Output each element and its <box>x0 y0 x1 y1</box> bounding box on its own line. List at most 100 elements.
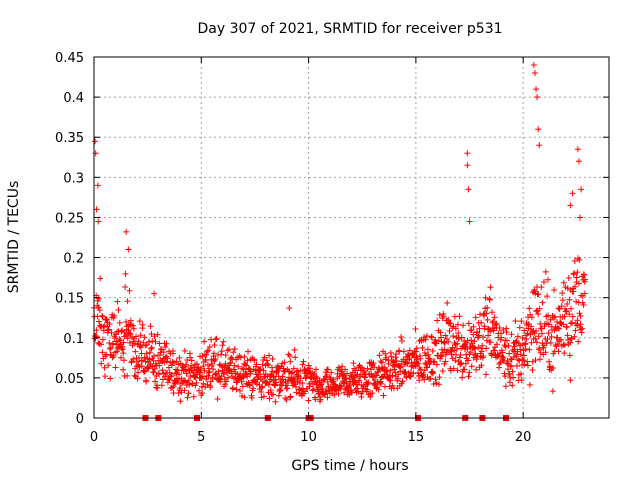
data-point <box>197 369 204 376</box>
data-point <box>101 322 108 329</box>
data-point <box>231 362 238 369</box>
data-point <box>326 374 333 381</box>
data-point <box>95 304 102 311</box>
data-point <box>105 362 112 369</box>
data-point <box>518 377 525 384</box>
data-point <box>412 326 419 333</box>
data-point <box>535 291 542 298</box>
data-point <box>198 374 205 381</box>
data-point <box>446 327 453 334</box>
data-point <box>342 366 349 373</box>
data-point <box>139 321 146 328</box>
data-point <box>116 319 123 326</box>
data-point <box>430 359 437 366</box>
data-point <box>577 214 584 221</box>
data-point <box>229 384 236 391</box>
data-point <box>133 358 140 365</box>
data-point <box>528 339 535 346</box>
data-point <box>517 371 524 378</box>
data-point <box>352 367 359 374</box>
data-point <box>134 375 141 382</box>
data-point <box>130 356 137 363</box>
data-point <box>519 356 526 363</box>
data-point <box>205 347 212 354</box>
axes-ticks: 0 0.05 0.1 0.15 0.2 0.25 0.3 0.35 0.4 0.45 0 5 10 15 2… <box>55 51 609 445</box>
data-point <box>393 351 400 358</box>
data-point <box>243 362 250 369</box>
data-point <box>417 366 424 373</box>
data-point <box>210 350 217 357</box>
data-point <box>106 340 113 347</box>
data-point <box>548 333 555 340</box>
data-point <box>398 333 405 340</box>
data-point <box>567 339 574 346</box>
data-point <box>506 350 513 357</box>
data-point <box>118 328 125 335</box>
data-point <box>233 386 240 393</box>
data-point <box>547 364 554 371</box>
data-point <box>233 379 240 386</box>
data-point <box>554 319 561 326</box>
data-point <box>389 372 396 379</box>
data-point <box>563 324 570 331</box>
data-point <box>188 362 195 369</box>
data-point <box>502 383 509 390</box>
data-point <box>531 70 538 77</box>
data-point <box>458 334 465 341</box>
data-point <box>305 397 312 404</box>
data-point <box>508 362 515 369</box>
data-point <box>272 398 279 405</box>
data-point <box>424 346 431 353</box>
data-point <box>245 348 252 355</box>
data-point <box>204 348 211 355</box>
data-point <box>537 325 544 332</box>
data-point <box>442 358 449 365</box>
data-point <box>465 320 472 327</box>
data-point <box>518 318 525 325</box>
data-point <box>160 349 167 356</box>
data-point <box>492 322 499 329</box>
data-point <box>309 387 316 394</box>
data-point <box>532 357 539 364</box>
data-point <box>505 342 512 349</box>
data-point <box>549 388 556 395</box>
data-point <box>439 368 446 375</box>
data-point <box>520 352 527 359</box>
data-point <box>148 331 155 338</box>
x-tick-label: 20 <box>515 430 532 445</box>
data-point <box>141 368 148 375</box>
y-tick-label: 0.45 <box>55 51 84 66</box>
data-point <box>199 390 206 397</box>
data-point <box>489 309 496 316</box>
data-point <box>388 353 395 360</box>
x-tick-label: 0 <box>90 430 98 445</box>
data-point <box>248 394 255 401</box>
data-point <box>544 293 551 300</box>
data-point <box>559 297 566 304</box>
data-point <box>272 379 279 386</box>
data-point <box>135 369 142 376</box>
data-point <box>239 383 246 390</box>
data-point <box>480 353 487 360</box>
data-point <box>512 317 519 324</box>
data-point <box>457 359 464 366</box>
data-point <box>442 332 449 339</box>
data-point <box>377 358 384 365</box>
data-point <box>403 374 410 381</box>
data-point <box>433 361 440 368</box>
data-point <box>560 279 567 286</box>
data-point <box>445 338 452 345</box>
data-point <box>132 348 139 355</box>
data-point <box>569 190 576 197</box>
data-point <box>575 280 582 287</box>
data-point <box>151 333 158 340</box>
data-point <box>394 375 401 382</box>
data-point <box>427 375 434 382</box>
y-tick-label: 0.4 <box>63 91 84 106</box>
data-point <box>313 373 320 380</box>
data-point <box>429 348 436 355</box>
data-point <box>151 366 158 373</box>
data-point <box>479 342 486 349</box>
data-point <box>488 352 495 359</box>
data-point <box>336 382 343 389</box>
